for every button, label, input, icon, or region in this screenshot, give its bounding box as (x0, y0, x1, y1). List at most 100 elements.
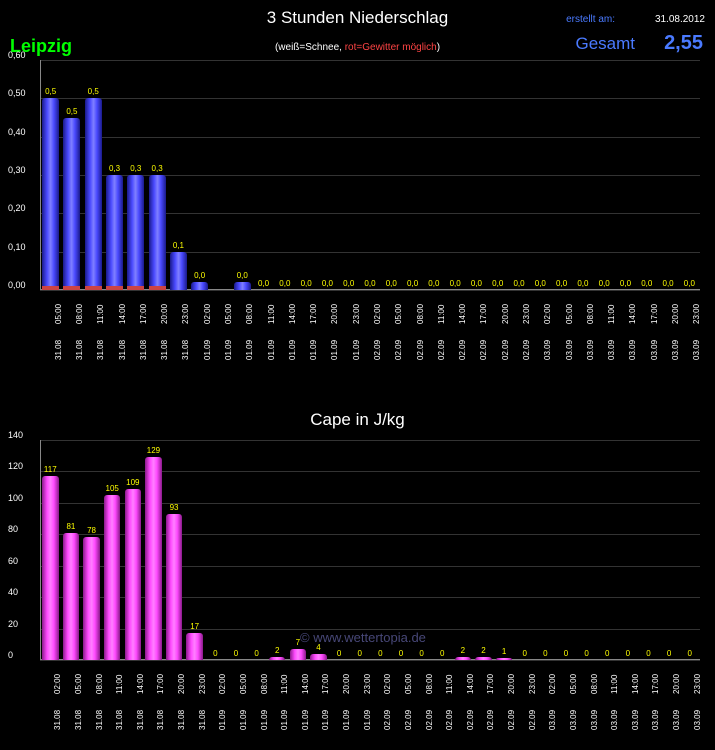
x-tick-date: 03.09 (543, 340, 552, 360)
x-tick-date: 01.09 (203, 340, 212, 360)
bar: 0,0 (574, 60, 591, 290)
x-tick-date: 31.08 (181, 340, 190, 360)
x-tick-date: 02.09 (522, 340, 531, 360)
x-tick-time: 02:00 (218, 674, 227, 694)
x-tick-time: 17:00 (486, 674, 495, 694)
x-tick-time: 17:00 (309, 304, 318, 324)
x-tick-date: 31.08 (177, 710, 186, 730)
x-tick-time: 23:00 (692, 304, 701, 324)
x-tick-date: 03.09 (565, 340, 574, 360)
bar-fill (149, 175, 166, 290)
x-tick-date: 02.09 (466, 710, 475, 730)
bar: 0,0 (553, 60, 570, 290)
storm-indicator (85, 286, 102, 290)
bar-value-label: 0,5 (57, 107, 87, 116)
gridline (40, 660, 700, 661)
x-tick-date: 01.09 (301, 710, 310, 730)
x-tick-date: 02.09 (416, 340, 425, 360)
bar-fill (455, 657, 472, 660)
bar: 0 (516, 440, 533, 660)
x-tick-time: 05:00 (74, 674, 83, 694)
x-tick-time: 20:00 (330, 304, 339, 324)
bar-fill (125, 489, 142, 660)
storm-indicator (149, 286, 166, 290)
x-tick-time: 02:00 (383, 674, 392, 694)
x-tick-time: 20:00 (672, 674, 681, 694)
x-tick-time: 14:00 (118, 304, 127, 324)
x-tick-time: 23:00 (198, 674, 207, 694)
x-tick-time: 08:00 (425, 674, 434, 694)
x-tick-date: 02.09 (507, 710, 516, 730)
storm-indicator (42, 286, 59, 290)
bar: 0,0 (191, 60, 208, 290)
x-tick-date: 01.09 (260, 710, 269, 730)
bar-value-label: 93 (159, 503, 189, 512)
storm-indicator (63, 286, 80, 290)
x-tick-date: 31.08 (115, 710, 124, 730)
x-tick-date: 01.09 (288, 340, 297, 360)
x-tick-time: 17:00 (651, 674, 660, 694)
bar: 0,0 (404, 60, 421, 290)
bar: 0,3 (127, 60, 144, 290)
bar-value-label: 78 (77, 526, 107, 535)
x-tick-time: 08:00 (590, 674, 599, 694)
bar: 0,0 (660, 60, 677, 290)
x-tick-time: 11:00 (280, 675, 289, 694)
bar: 0,3 (106, 60, 123, 290)
bar: 1 (496, 440, 513, 660)
bar-fill (166, 514, 183, 660)
x-tick-time: 20:00 (671, 304, 680, 324)
bar: 0,0 (255, 60, 272, 290)
bar: 0 (578, 440, 595, 660)
bar: 0 (558, 440, 575, 660)
x-tick-date: 31.08 (96, 340, 105, 360)
x-tick-date: 01.09 (218, 710, 227, 730)
x-tick-date: 02.09 (394, 340, 403, 360)
x-tick-time: 11:00 (607, 305, 616, 324)
x-tick-date: 01.09 (352, 340, 361, 360)
x-tick-date: 31.08 (95, 710, 104, 730)
x-tick-time: 08:00 (95, 674, 104, 694)
bar: 17 (186, 440, 203, 660)
bar: 0,0 (383, 60, 400, 290)
x-tick-date: 03.09 (692, 340, 701, 360)
x-tick-date: 03.09 (548, 710, 557, 730)
bar: 0 (331, 440, 348, 660)
x-tick-time: 02:00 (53, 674, 62, 694)
bar: 0,0 (617, 60, 634, 290)
x-tick-date: 03.09 (569, 710, 578, 730)
y-tick-label: 140 (8, 430, 700, 440)
bar-value-label: 0,5 (78, 87, 108, 96)
bar: 0 (207, 440, 224, 660)
bar-fill (42, 476, 59, 660)
storm-indicator (127, 286, 144, 290)
x-tick-time: 17:00 (650, 304, 659, 324)
x-tick-time: 14:00 (631, 674, 640, 694)
bar-value-label: 129 (138, 446, 168, 455)
bar-fill (496, 658, 513, 660)
x-tick-date: 03.09 (650, 340, 659, 360)
x-tick-date: 03.09 (693, 710, 702, 730)
gridline (40, 290, 700, 291)
bar-value-label: 117 (35, 465, 65, 474)
x-tick-time: 05:00 (565, 304, 574, 324)
x-tick-time: 17:00 (321, 674, 330, 694)
bar-fill (83, 537, 100, 660)
bar: 0,0 (298, 60, 315, 290)
x-tick-time: 11:00 (437, 305, 446, 324)
x-tick-time: 17:00 (139, 304, 148, 324)
cape-chart: 02040608010012014011702:0031.088105:0031… (40, 440, 700, 660)
x-tick-date: 03.09 (607, 340, 616, 360)
bar: 0 (640, 440, 657, 660)
bar: 0,0 (319, 60, 336, 290)
bar: 78 (83, 440, 100, 660)
x-tick-date: 02.09 (383, 710, 392, 730)
x-tick-time: 11:00 (445, 675, 454, 694)
x-tick-time: 20:00 (507, 674, 516, 694)
bar: 81 (63, 440, 80, 660)
bar: 109 (125, 440, 142, 660)
x-tick-date: 31.08 (198, 710, 207, 730)
bar-value-label: 0,5 (36, 87, 66, 96)
x-tick-date: 31.08 (156, 710, 165, 730)
x-tick-time: 20:00 (342, 674, 351, 694)
